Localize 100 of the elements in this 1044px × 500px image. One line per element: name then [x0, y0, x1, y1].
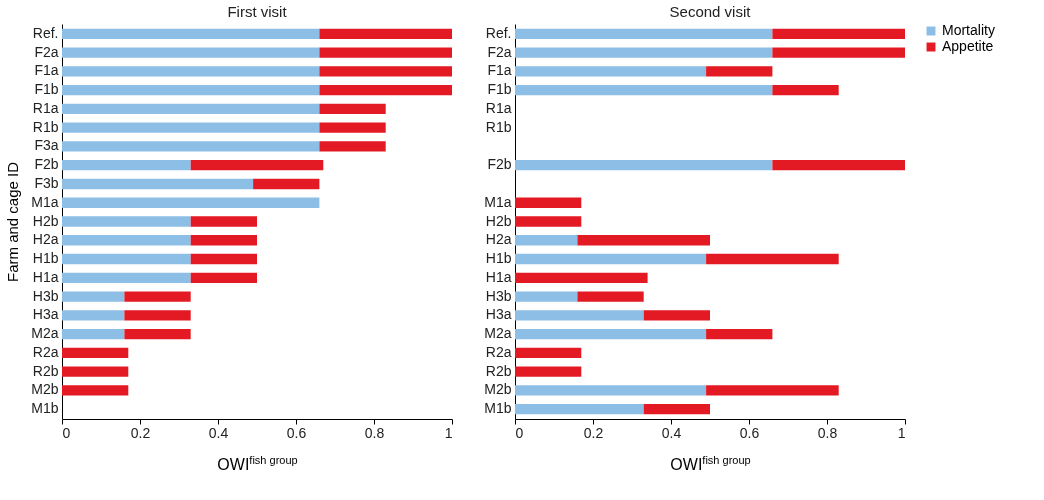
y-tick-label: R1a	[32, 99, 59, 116]
bar	[62, 235, 191, 246]
y-axis-title: Farm and cage ID	[4, 161, 22, 283]
x-tick-label: 0.8	[817, 424, 838, 441]
y-tick-label: R1b	[32, 118, 59, 135]
bar	[62, 197, 320, 208]
bar	[515, 310, 644, 321]
y-tick-label: H1b	[32, 250, 59, 267]
y-tick-label: F3a	[34, 137, 59, 154]
bar	[62, 291, 125, 302]
y-tick-label: R1a	[485, 99, 512, 116]
y-tick-label: H3a	[32, 306, 59, 323]
x-tick-label: 0.4	[208, 424, 229, 441]
y-tick-label: F2b	[34, 156, 59, 173]
bar	[515, 328, 707, 340]
y-tick-label: F2a	[487, 43, 512, 60]
y-tick-label: H2a	[485, 231, 512, 248]
bar	[515, 253, 707, 265]
y-tick-label: H3b	[32, 287, 59, 304]
y-tick-label: M2b	[484, 381, 512, 398]
y-tick-label: M1b	[484, 400, 512, 417]
bar	[62, 366, 129, 377]
bar	[515, 28, 773, 40]
x-axis-title: OWI$^{fish group}$	[670, 453, 751, 473]
x-tick-label: 0.6	[739, 424, 760, 441]
bar	[706, 328, 773, 340]
bar	[319, 122, 386, 133]
bar	[319, 28, 452, 40]
bar	[319, 141, 386, 152]
y-tick-label: M1a	[484, 193, 512, 210]
bar	[643, 310, 710, 321]
bar	[62, 103, 320, 115]
bar	[190, 272, 257, 283]
y-tick-label: R2a	[32, 343, 59, 360]
bar	[577, 291, 644, 302]
x-tick-label: 0	[62, 424, 71, 441]
bar	[319, 103, 386, 115]
x-tick-label: 1	[897, 424, 906, 441]
bar	[515, 47, 773, 58]
y-tick-label: M2b	[31, 381, 59, 398]
bar	[772, 47, 905, 58]
bar	[319, 47, 452, 58]
x-tick-label: 0.2	[130, 424, 151, 441]
legend-label: Mortality	[942, 22, 995, 38]
y-tick-label: F1a	[34, 62, 59, 79]
bar	[772, 84, 839, 96]
bar	[124, 310, 191, 321]
bar	[515, 291, 578, 302]
bar	[190, 235, 257, 246]
y-tick-label: F2a	[34, 43, 59, 60]
bar	[515, 272, 648, 283]
bar	[772, 160, 905, 171]
bar	[62, 385, 129, 396]
bar	[62, 328, 125, 340]
bar	[62, 216, 191, 227]
y-tick-label: Ref.	[32, 24, 59, 41]
bar	[577, 235, 710, 246]
bar	[62, 141, 320, 152]
bar	[62, 178, 254, 190]
bar	[515, 160, 773, 171]
y-tick-label: H1b	[485, 250, 512, 267]
y-tick-label: R1b	[485, 118, 512, 135]
bar	[515, 403, 644, 415]
bar	[62, 122, 320, 133]
bar	[706, 385, 839, 396]
bar	[62, 272, 191, 283]
bar	[772, 28, 905, 40]
bar	[515, 84, 773, 96]
y-tick-label: H1a	[32, 268, 59, 285]
bar	[190, 253, 257, 265]
y-tick-label: M1a	[31, 193, 59, 210]
bar	[124, 328, 191, 340]
y-tick-label: R2b	[485, 362, 512, 379]
y-tick-label: H2b	[32, 212, 59, 229]
x-tick-label: 0.4	[661, 424, 682, 441]
x-tick-label: 0.8	[364, 424, 385, 441]
x-tick-label: 0.6	[286, 424, 307, 441]
bar	[706, 253, 839, 265]
bar	[253, 178, 320, 190]
bar	[62, 47, 320, 58]
bar	[515, 385, 707, 396]
y-tick-label: F1b	[487, 81, 512, 98]
chart-title: Second visit	[669, 3, 752, 20]
y-tick-label: M2a	[31, 325, 59, 342]
bar	[124, 291, 191, 302]
bar	[643, 403, 710, 415]
bar	[515, 66, 707, 77]
bar	[62, 84, 320, 96]
y-tick-label: M1b	[31, 400, 59, 417]
bar	[515, 366, 582, 377]
bar	[319, 84, 452, 96]
y-tick-label: F1a	[487, 62, 512, 79]
bar	[62, 28, 320, 40]
bar	[190, 216, 257, 227]
y-tick-label: H2b	[485, 212, 512, 229]
bar	[190, 160, 324, 171]
y-tick-label: H1a	[485, 268, 512, 285]
bar	[515, 347, 582, 359]
bar	[515, 235, 578, 246]
y-tick-label: H2a	[32, 231, 59, 248]
